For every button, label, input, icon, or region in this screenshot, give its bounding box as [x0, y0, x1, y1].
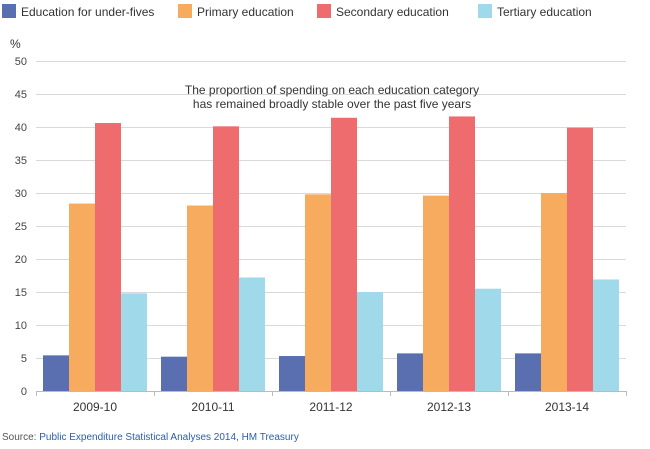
y-tick-label: 45 [15, 89, 27, 101]
x-tick-label: 2010-11 [191, 400, 234, 414]
y-axis-unit-label: % [10, 37, 21, 51]
bar [69, 203, 95, 391]
legend-swatch [317, 4, 331, 18]
bar [239, 277, 265, 391]
y-tick-label: 15 [15, 287, 27, 299]
bar [95, 123, 121, 391]
x-tick-label: 2011-12 [309, 400, 352, 414]
bar [187, 205, 213, 391]
bar [515, 353, 541, 391]
bar [449, 116, 475, 391]
y-tick-label: 35 [15, 155, 27, 167]
bar [541, 193, 567, 391]
legend-label: Education for under-fives [21, 5, 154, 19]
y-tick-label: 40 [15, 122, 27, 134]
y-tick-label: 10 [15, 320, 27, 332]
source-link[interactable]: Public Expenditure Statistical Analyses … [39, 432, 299, 443]
bar [279, 356, 305, 391]
bar [121, 293, 147, 391]
y-tick-label: 0 [21, 386, 27, 398]
legend-swatch [2, 4, 16, 18]
y-tick-label: 25 [15, 221, 27, 233]
bar [161, 356, 187, 391]
x-tick-label: 2013-14 [545, 400, 589, 414]
legend: Education for under-fives Primary educati… [2, 4, 592, 19]
x-axis: 2009-10 2010-11 2011-12 2012-13 2013-14 [36, 391, 627, 414]
bars [43, 116, 619, 391]
source-prefix: Source: [2, 432, 40, 443]
annotation-line-1: The proportion of spending on each educa… [185, 83, 479, 97]
annotation-line-2: has remained broadly stable over the pas… [193, 97, 471, 111]
bar [43, 355, 69, 391]
legend-label: Tertiary education [497, 5, 592, 19]
legend-label: Secondary education [336, 5, 449, 19]
bar [331, 117, 357, 391]
bar [213, 126, 239, 391]
legend-swatch [178, 4, 192, 18]
x-tick-label: 2012-13 [427, 400, 471, 414]
bar [567, 127, 593, 391]
bar [305, 194, 331, 391]
bar [475, 288, 501, 391]
bar [423, 195, 449, 391]
source-note: Source: Public Expenditure Statistical A… [2, 432, 299, 443]
y-tick-label: 20 [15, 254, 27, 266]
bar [397, 353, 423, 391]
x-tick-label: 2009-10 [73, 400, 117, 414]
legend-swatch [478, 4, 492, 18]
legend-label: Primary education [197, 5, 294, 19]
bar [593, 279, 619, 391]
y-tick-label: 30 [15, 188, 27, 200]
y-axis-ticks: 0 5 10 15 20 25 30 35 40 45 50 [15, 56, 27, 398]
y-tick-label: 5 [21, 353, 27, 365]
y-tick-label: 50 [15, 56, 27, 68]
bar [357, 292, 383, 391]
